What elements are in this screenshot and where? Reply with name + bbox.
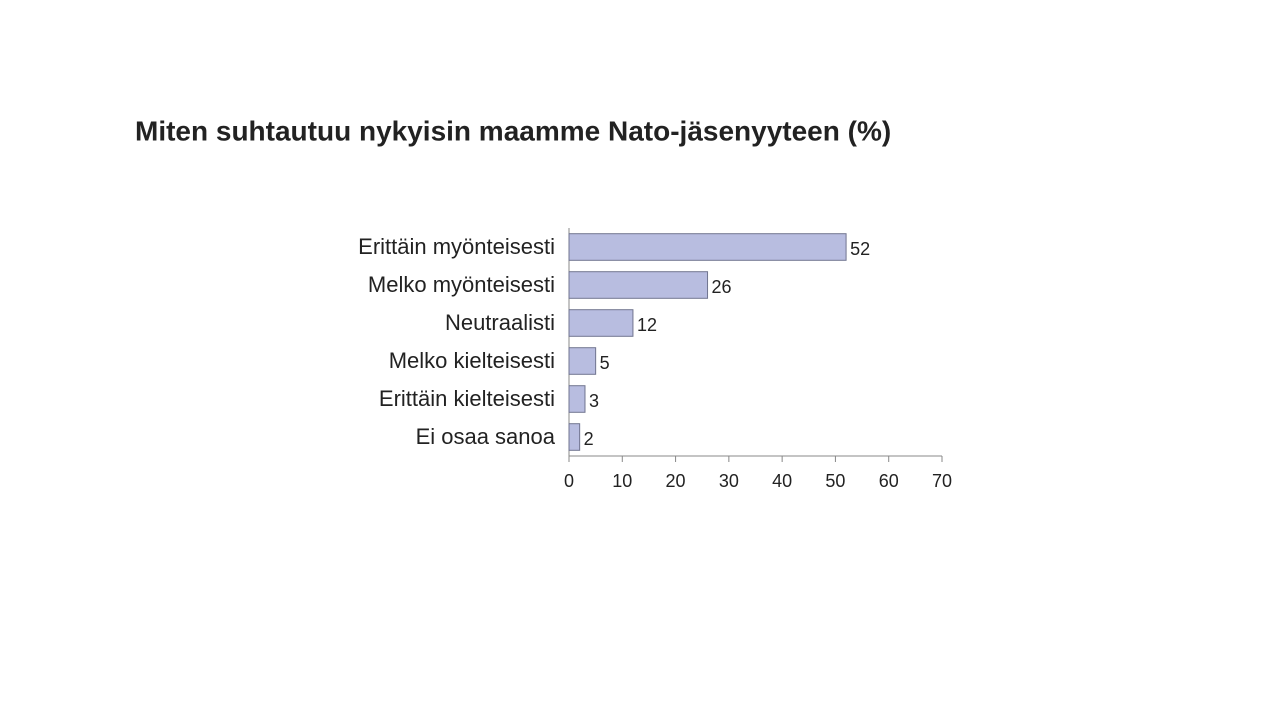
x-tick-label: 30 <box>719 471 739 491</box>
bar <box>568 309 634 337</box>
value-label: 3 <box>589 391 599 411</box>
bar <box>568 385 586 413</box>
x-tick-label: 60 <box>879 471 899 491</box>
y-tick-label: Melko myönteisesti <box>368 272 555 297</box>
x-tick-label: 70 <box>932 471 952 491</box>
chart-title: Miten suhtautuu nykyisin maamme Nato-jäs… <box>135 115 891 146</box>
x-tick-label: 50 <box>825 471 845 491</box>
y-tick-label: Ei osaa sanoa <box>416 424 556 449</box>
value-label: 52 <box>850 239 870 259</box>
bar <box>568 423 581 451</box>
x-tick-label: 40 <box>772 471 792 491</box>
value-label: 26 <box>712 277 732 297</box>
bar <box>568 233 847 261</box>
x-tick-label: 0 <box>564 471 574 491</box>
bar <box>568 271 709 299</box>
y-tick-label: Neutraalisti <box>445 310 555 335</box>
x-tick-label: 20 <box>666 471 686 491</box>
value-label: 12 <box>637 315 657 335</box>
value-label: 5 <box>600 353 610 373</box>
bar <box>568 347 597 375</box>
value-label: 2 <box>584 429 594 449</box>
y-tick-label: Erittäin myönteisesti <box>358 234 555 259</box>
y-tick-label: Melko kielteisesti <box>389 348 555 373</box>
y-tick-label: Erittäin kielteisesti <box>379 386 555 411</box>
x-tick-label: 10 <box>612 471 632 491</box>
